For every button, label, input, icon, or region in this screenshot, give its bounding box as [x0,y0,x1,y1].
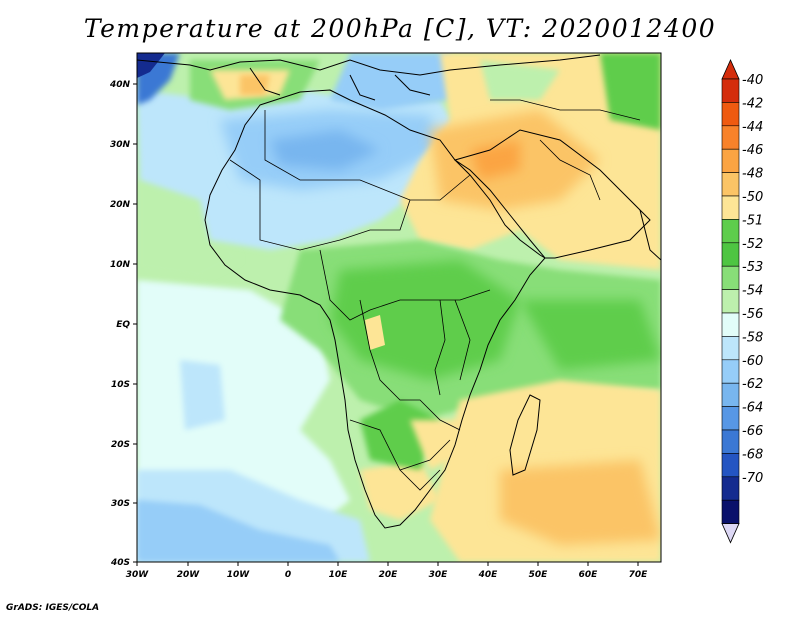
color-bar: -40 -42 -44 -46 -48 -50 -51 -52 -53 -54 -56 -58 -60 -… [721,59,763,544]
lat-label: 20N [110,200,131,210]
lon-label: 20W [177,570,201,580]
colorbar-bottom-arrow [721,523,740,544]
colorbar-swatch [721,312,740,337]
colorbar-swatch [721,406,740,431]
colorbar-swatch [721,78,740,103]
colorbar-level-label: -53 [742,260,763,275]
colorbar-swatch [721,382,740,407]
lat-label: 10N [110,260,131,270]
colorbar-top-arrow [721,59,740,80]
colorbar-level-label: -44 [742,120,763,135]
colorbar-swatch [721,453,740,478]
colorbar-swatch [721,359,740,384]
map-title: Temperature at 200hPa [C], VT: 202001240… [83,14,717,43]
colorbar-swatch [721,148,740,173]
lon-label: 60E [579,570,599,580]
colorbar-level-label: -64 [742,401,763,416]
colorbar-swatch [721,172,740,197]
colorbar-swatch [721,499,740,524]
colorbar-swatch [721,265,740,290]
lat-label: EQ [116,320,130,330]
credit-label: GrADS: IGES/COLA [6,603,100,613]
colorbar-swatch [721,336,740,361]
lon-label: 20E [379,570,399,580]
colorbar-level-label: -50 [742,190,763,205]
colorbar-swatch [721,219,740,244]
colorbar-level-label: -54 [742,284,763,299]
colorbar-level-label: -52 [742,237,763,252]
lat-label: 20S [111,440,130,450]
lat-label: 40N [109,80,131,90]
coastlines [137,54,661,529]
colorbar-level-label: -58 [742,330,763,345]
colorbar-level-label: -40 [742,73,763,88]
colorbar-swatch [721,289,740,314]
colorbar-swatch [721,476,740,501]
colorbar-level-label: -60 [742,354,763,369]
colorbar-level-label: -66 [742,424,763,439]
lon-label: 70E [629,570,649,580]
map-frame [136,52,662,563]
lat-label: 10S [111,380,130,390]
colorbar-level-label: -68 [742,447,763,462]
colorbar-swatch [721,195,740,220]
colorbar-level-label: -56 [742,307,763,322]
lat-label: 30S [111,499,130,509]
colorbar-level-label: -46 [742,143,763,158]
colorbar-swatch [721,102,740,127]
lon-label: 40E [478,570,499,580]
lat-label: 40S [110,558,130,568]
colorbar-level-label: -62 [742,377,763,392]
lon-label: 0 [285,570,291,580]
colorbar-level-label: -51 [742,213,763,228]
colorbar-swatch [721,429,740,454]
colorbar-level-label: -42 [742,96,763,111]
lon-label: 10E [329,570,349,580]
lon-label: 30E [429,570,449,580]
lon-label: 50E [529,570,549,580]
colorbar-swatch [721,242,740,267]
colorbar-level-label: -48 [742,167,763,182]
lat-label: 30N [110,140,131,150]
axis-ticks [133,83,639,566]
colorbar-level-label: -70 [742,471,763,486]
lon-label: 10W [227,570,251,580]
colorbar-swatch [721,125,740,150]
temperature-field [137,53,661,562]
lon-label: 30W [126,570,150,580]
